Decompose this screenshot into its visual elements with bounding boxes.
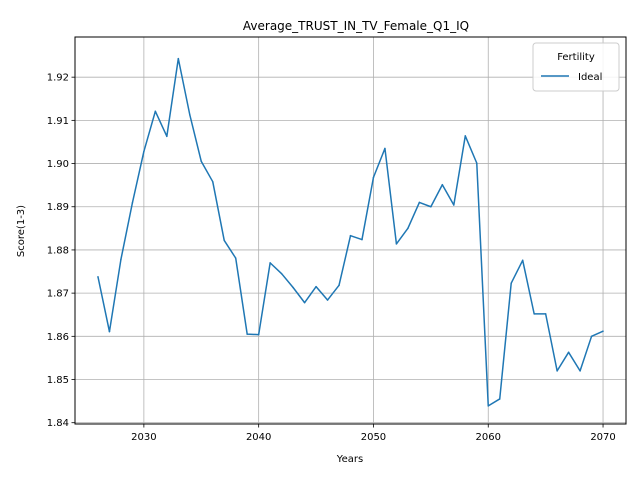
data-point	[498, 398, 501, 400]
data-point	[384, 147, 386, 150]
data-point	[269, 262, 271, 264]
legend: Fertility Ideal	[532, 42, 620, 92]
data-point	[556, 370, 558, 372]
x-axis-label: Years	[336, 454, 363, 465]
data-point	[567, 351, 570, 354]
data-point	[154, 110, 157, 113]
y-tick-label: 1.92	[47, 73, 69, 84]
data-point	[533, 313, 535, 315]
data-point	[143, 150, 145, 153]
data-point	[361, 238, 363, 241]
data-point	[407, 227, 409, 230]
data-point	[303, 301, 306, 304]
data-point	[476, 162, 478, 164]
chart-title: Average_TRUST_IN_TV_Female_Q1_IQ	[243, 19, 469, 33]
data-point	[464, 135, 467, 137]
x-tick-label: 2040	[246, 432, 271, 443]
data-point	[292, 286, 294, 289]
legend-title: Fertility	[557, 52, 595, 63]
data-point	[602, 330, 604, 332]
y-tick-label: 1.89	[47, 202, 69, 213]
data-point	[395, 243, 398, 245]
data-point	[189, 114, 191, 116]
data-point	[177, 57, 180, 60]
data-point	[200, 160, 203, 163]
data-point	[510, 282, 512, 284]
data-point	[131, 202, 134, 204]
y-tick-label: 1.87	[47, 289, 69, 300]
data-point	[97, 275, 99, 278]
grid	[75, 37, 626, 424]
y-tick-label: 1.84	[47, 418, 69, 429]
y-tick-label: 1.88	[47, 245, 69, 256]
y-tick-label: 1.91	[47, 116, 69, 127]
data-point	[430, 205, 432, 208]
data-point	[372, 176, 375, 179]
data-point	[212, 180, 214, 183]
data-point	[234, 257, 237, 259]
data-point	[223, 239, 225, 242]
data-point	[120, 258, 122, 261]
data-point	[315, 285, 317, 288]
x-tick-label: 2070	[590, 432, 615, 443]
data-point	[418, 201, 421, 204]
x-tick-label: 2060	[476, 432, 501, 443]
data-point	[257, 333, 260, 336]
data-point	[108, 330, 111, 333]
data-point	[579, 370, 581, 372]
data-point	[487, 405, 489, 407]
x-tick-label: 2030	[131, 432, 156, 443]
y-tick-label: 1.85	[47, 375, 69, 386]
data-point	[544, 313, 547, 315]
data-point	[590, 335, 593, 338]
plot-frame	[74, 36, 627, 425]
x-tick-label: 2050	[361, 432, 386, 443]
y-tick-label: 1.90	[47, 159, 69, 170]
data-point	[521, 259, 524, 262]
data-point	[338, 284, 340, 287]
data-point	[166, 135, 168, 138]
data-point	[453, 204, 455, 206]
data-point	[349, 234, 352, 237]
y-axis-label: Score(1-3)	[16, 205, 27, 257]
data-point	[246, 333, 248, 335]
axis-ticks: 2030 2040 2050 2060 2070 1.84 1.85 1.86 1.87 1.88…	[47, 73, 616, 443]
data-point	[326, 299, 329, 301]
data-point	[441, 183, 444, 186]
data-point	[280, 272, 283, 275]
legend-box	[532, 42, 620, 92]
series-group	[97, 57, 604, 407]
y-tick-label: 1.86	[47, 332, 69, 343]
legend-entry-label: Ideal	[578, 72, 602, 83]
